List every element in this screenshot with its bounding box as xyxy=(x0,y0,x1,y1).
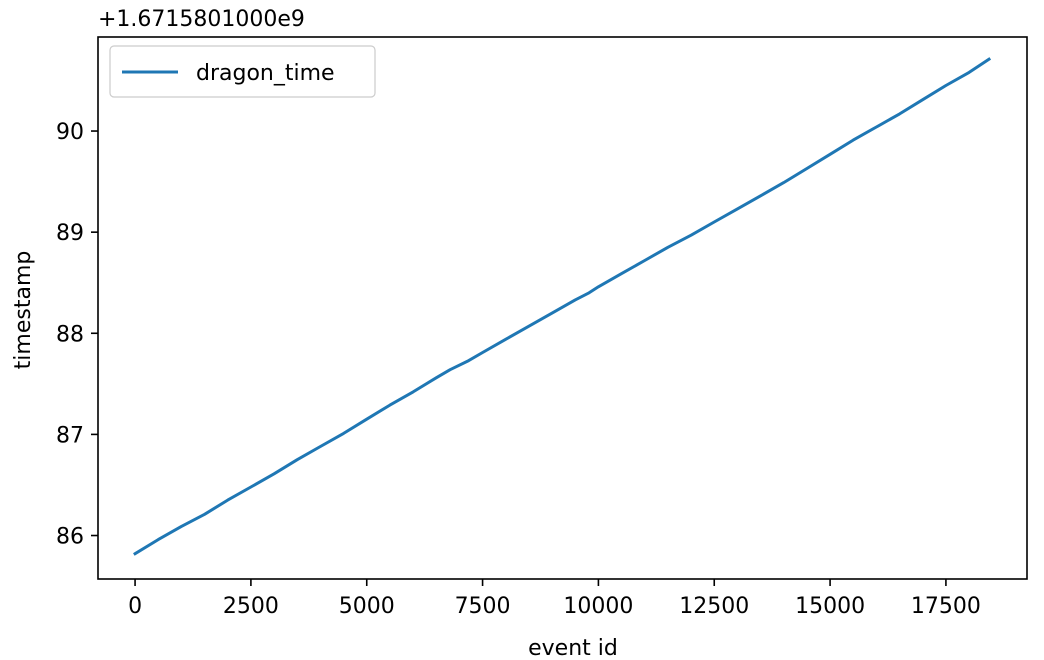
y-tick-label: 90 xyxy=(56,120,84,145)
x-tick-label: 15000 xyxy=(795,594,865,619)
y-offset-label: +1.6715801000e9 xyxy=(98,7,305,32)
legend-label-dragon-time: dragon_time xyxy=(196,61,335,86)
x-axis-label: event id xyxy=(528,636,618,660)
x-tick-label: 5000 xyxy=(339,594,395,619)
series-line-dragon-time xyxy=(133,57,992,556)
y-axis-ticks: 86 87 88 89 90 xyxy=(56,120,98,550)
x-tick-label: 17500 xyxy=(911,594,981,619)
x-tick-label: 7500 xyxy=(455,594,511,619)
series-layer xyxy=(133,57,992,556)
x-tick-label: 2500 xyxy=(223,594,279,619)
y-tick-label: 87 xyxy=(56,423,84,448)
y-tick-label: 86 xyxy=(56,525,84,550)
plot-frame xyxy=(97,36,1028,580)
x-tick-label: 0 xyxy=(128,594,142,619)
x-axis-ticks: 0 2500 5000 7500 10000 12500 15000 17500 xyxy=(128,579,981,619)
x-tick-label: 12500 xyxy=(679,594,749,619)
legend-box xyxy=(109,45,376,98)
legend: dragon_time xyxy=(109,45,376,98)
y-axis-label: timestamp xyxy=(11,251,36,370)
x-tick-label: 10000 xyxy=(563,594,633,619)
y-tick-label: 89 xyxy=(56,221,84,246)
y-tick-label: 88 xyxy=(56,322,84,347)
